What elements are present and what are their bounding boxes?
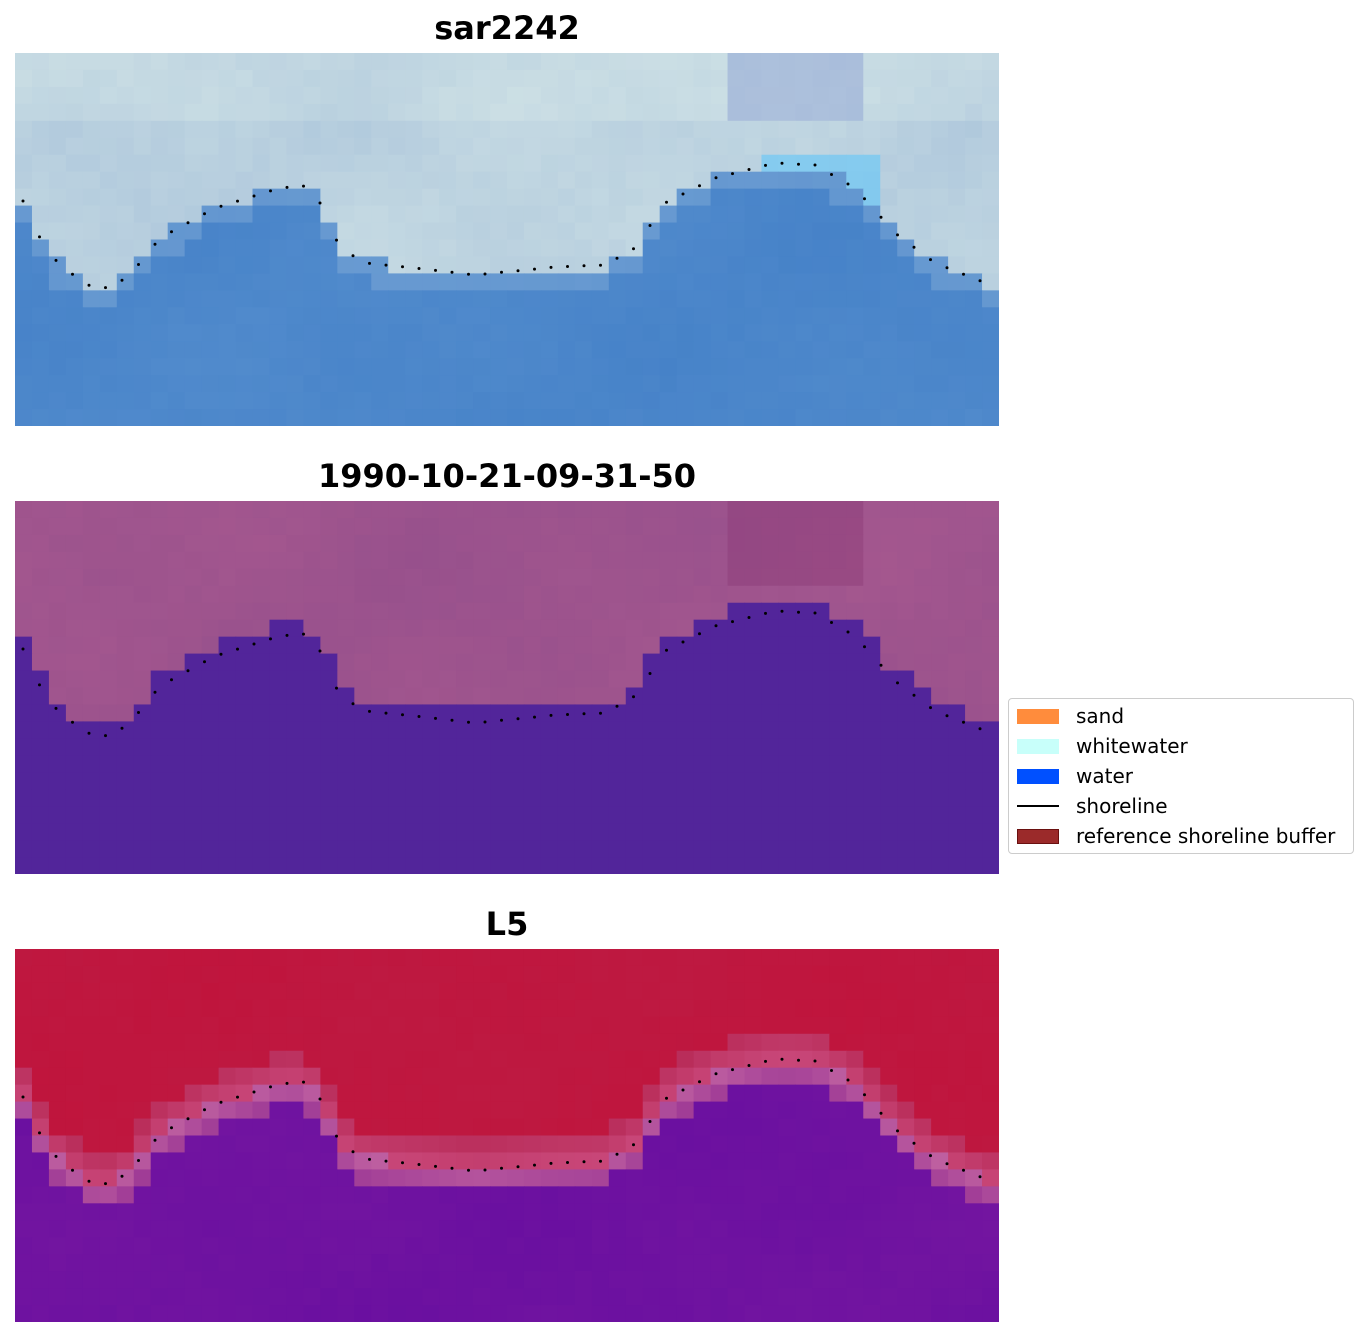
legend-item-reference-buffer: reference shoreline buffer [1017, 826, 1347, 846]
panel-title-3: L5 [485, 905, 529, 943]
panel-title-2: 1990-10-21-09-31-50 [317, 457, 697, 495]
legend-swatch-water [1017, 769, 1059, 784]
classified-image [15, 501, 999, 874]
index-image-panel [15, 949, 999, 1322]
legend-label-water: water [1076, 764, 1133, 788]
legend-label-sand: sand [1076, 704, 1125, 728]
satellite-image-panel [15, 53, 999, 426]
legend-item-sand: sand [1017, 706, 1347, 726]
shoreline-dots [21, 609, 982, 738]
classified-image-panel [15, 501, 999, 874]
legend-item-shoreline: shoreline [1017, 796, 1347, 816]
legend-item-whitewater: whitewater [1017, 736, 1347, 756]
legend-item-water: water [1017, 766, 1347, 786]
legend-label-whitewater: whitewater [1076, 734, 1188, 758]
shoreline-dots [21, 161, 982, 290]
rgb-image [15, 53, 999, 426]
legend: sand whitewater water shoreline referenc… [1008, 698, 1354, 854]
legend-label-reference-buffer: reference shoreline buffer [1076, 824, 1336, 848]
legend-label-shoreline: shoreline [1076, 794, 1168, 818]
legend-swatch-sand [1017, 709, 1059, 724]
shoreline-dots [21, 1057, 982, 1186]
legend-swatch-reference-buffer [1017, 829, 1059, 844]
legend-swatch-shoreline [1017, 805, 1059, 807]
legend-swatch-whitewater [1017, 739, 1059, 754]
panel-title-1: sar2242 [434, 9, 580, 47]
index-image [15, 949, 999, 1322]
